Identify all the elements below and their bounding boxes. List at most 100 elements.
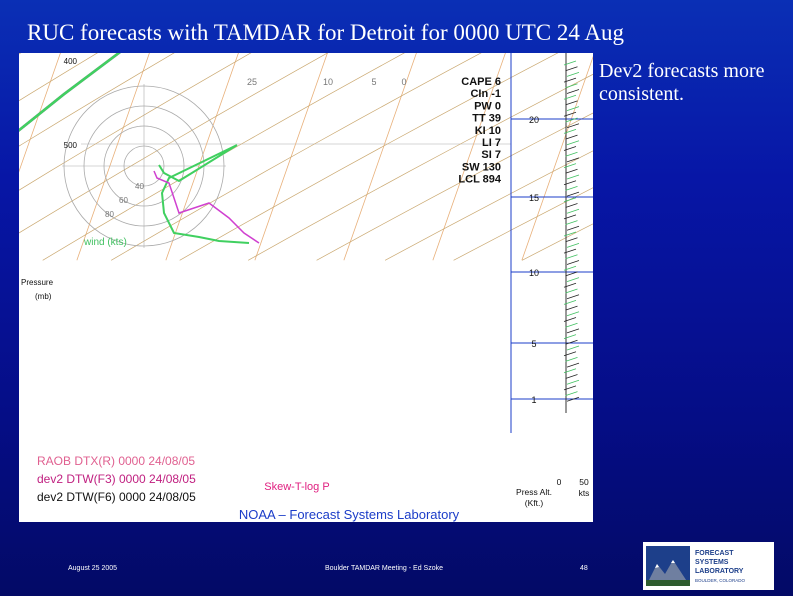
index-li: LI 7 — [482, 137, 501, 149]
grid-layer — [19, 53, 593, 433]
wind-barb — [565, 66, 578, 72]
wind-barb — [566, 157, 580, 163]
wind-barb — [563, 214, 577, 220]
footer-meeting: Boulder TAMDAR Meeting - Ed Szoke — [325, 565, 444, 572]
legend-entry-2: dev2 DTW(F3) 0000 24/08/05 — [37, 472, 196, 486]
chart-title: Skew-T-log P — [264, 481, 329, 493]
wind-barb — [566, 225, 580, 231]
dry-adiabat — [42, 53, 405, 261]
wind-barb — [565, 374, 578, 379]
legend-entry-3: dev2 DTW(F6) 0000 24/08/05 — [37, 490, 196, 504]
height-tick-label: 5 — [531, 339, 536, 349]
wind-barb — [565, 203, 578, 208]
dry-adiabat — [19, 53, 252, 191]
wind-barb — [563, 351, 577, 357]
wind-barb — [563, 129, 577, 134]
wind-barb — [566, 311, 580, 317]
index-cin: CIn -1 — [470, 88, 501, 100]
pressure-axis-label: Pressure — [21, 278, 54, 287]
wind-barb — [565, 305, 578, 311]
wind-barb — [565, 220, 578, 225]
footer-date: August 25 2005 — [68, 565, 118, 572]
wind-barb — [566, 89, 580, 94]
isotherm-line — [19, 53, 75, 260]
pressure-top-label: 400 — [64, 57, 78, 66]
wind-barb — [563, 146, 577, 151]
height-tick-label: 10 — [529, 268, 539, 278]
wind-barb — [566, 260, 580, 265]
isotherm-line — [343, 53, 417, 261]
dry-adiabat — [179, 53, 559, 261]
hodograph-trace-green — [158, 144, 250, 244]
wind-axis-tick: 50 — [579, 477, 589, 487]
hodograph-ring-label: 80 — [105, 210, 114, 219]
slide-note: Dev2 forecasts more consistent. — [599, 60, 765, 105]
index-lcl: LCL 894 — [458, 174, 501, 186]
wind-barb — [566, 72, 580, 77]
temp-top-label: 25 — [247, 77, 257, 87]
wind-barb — [566, 379, 580, 385]
index-pw: PW 0 — [474, 100, 501, 112]
series-layer — [19, 53, 440, 144]
temp-top-label: 10 — [323, 77, 333, 87]
hodograph: 40 60 80 wind (kts) — [62, 84, 260, 248]
wind-barb — [563, 265, 577, 271]
logo-line1: FORECAST — [695, 550, 734, 557]
wind-barb — [563, 163, 577, 168]
dry-adiabat — [248, 73, 593, 261]
text-layer: 50060070080090010001050400Pressure(mb)-1… — [21, 53, 589, 522]
height-tick-label: 20 — [529, 115, 539, 125]
wind-barb — [563, 94, 577, 100]
wind-barb — [565, 117, 578, 123]
wind-barb — [563, 300, 577, 305]
dry-adiabat — [19, 53, 175, 147]
pressure-tick-label: 600 — [64, 53, 78, 55]
isotherm-line — [521, 55, 593, 261]
wind-barb — [565, 186, 578, 191]
height-tick-label: 1 — [531, 395, 536, 405]
wind-barb — [566, 328, 580, 334]
wind-barb — [566, 191, 580, 197]
height-tick-label: 15 — [529, 193, 539, 203]
wind-barb — [566, 294, 580, 300]
wind-barb — [565, 357, 578, 362]
slide-title: RUC forecasts with TAMDAR for Detroit fo… — [27, 20, 624, 45]
chart-credit: NOAA – Forecast Systems Laboratory — [239, 507, 460, 522]
temp-top-label: 5 — [371, 77, 376, 87]
wind-barb — [566, 345, 580, 351]
isotherm-line — [165, 53, 239, 261]
wind-barb — [566, 208, 580, 214]
isotherm-line — [19, 53, 61, 173]
logo-line3: LABORATORY — [695, 568, 744, 575]
legend-entry-1: RAOB DTX(R) 0000 24/08/05 — [37, 454, 195, 468]
wind-barb — [565, 339, 578, 345]
series-3-dewpoint — [19, 53, 440, 144]
logo-line2: SYSTEMS — [695, 559, 729, 566]
wind-barb — [565, 151, 578, 157]
height-axis-unit: (Kft.) — [525, 498, 544, 508]
wind-axis-label: kts — [579, 488, 590, 498]
wind-barb — [563, 77, 577, 83]
wind-barb — [566, 396, 580, 402]
wind-barb — [565, 254, 578, 260]
wind-barb — [565, 271, 578, 277]
wind-barb — [565, 134, 578, 140]
pressure-tick-label: 500 — [64, 141, 78, 150]
dry-adiabat — [19, 53, 349, 260]
hodograph-ring-label: 60 — [119, 196, 128, 205]
wind-axis-tick: 0 — [557, 477, 562, 487]
wind-barb — [566, 106, 580, 111]
wind-barb — [563, 111, 577, 117]
wind-barb — [563, 197, 577, 203]
wind-barb — [565, 83, 578, 89]
wind-barb — [565, 100, 578, 106]
wind-barbs — [563, 53, 580, 413]
wind-barb — [565, 322, 578, 328]
wind-barb — [563, 317, 577, 322]
dry-adiabat — [19, 53, 329, 234]
wind-barb — [566, 243, 580, 248]
hodograph-trace-magenta — [153, 170, 260, 244]
height-axis-label: Press Alt. — [516, 487, 552, 497]
